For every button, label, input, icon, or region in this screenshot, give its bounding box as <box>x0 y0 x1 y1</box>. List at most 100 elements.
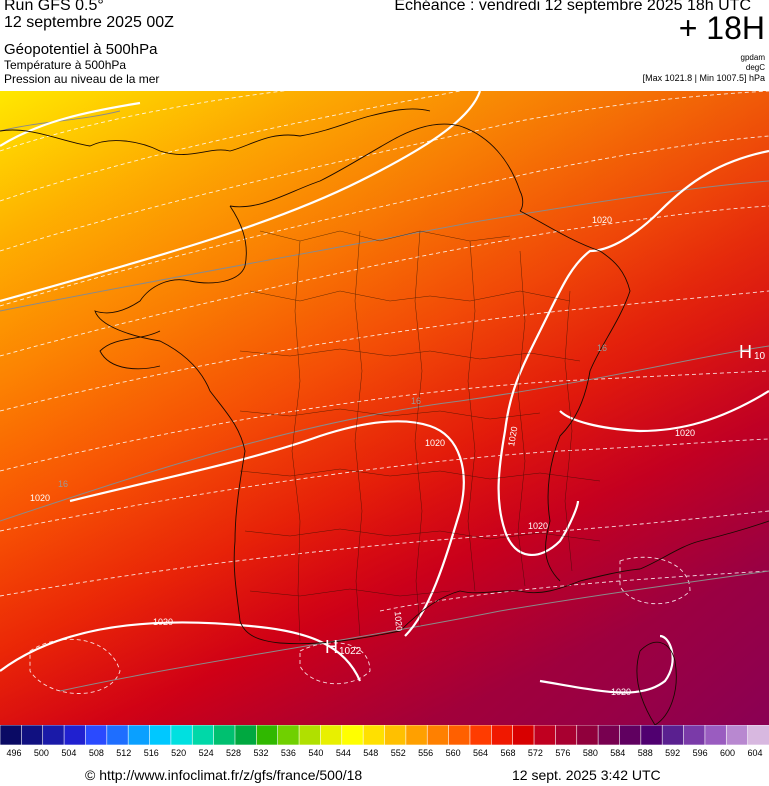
color-swatch <box>725 725 749 745</box>
unit-temperature: degC <box>745 63 765 72</box>
color-swatch <box>213 725 236 745</box>
color-swatch <box>469 725 493 745</box>
pressure-min-max: [Max 1021.8 | Min 1007.5] hPa <box>642 73 765 83</box>
color-scale-labels: 496 500 504 508 512 516 520 524 528 532 536 540 544 5… <box>0 748 769 762</box>
color-scale-label: 496 <box>6 748 22 758</box>
isotherm-label: 16 <box>597 343 607 353</box>
unit-geopotential: gpdam <box>740 53 765 62</box>
color-swatch <box>149 725 172 745</box>
color-swatch <box>256 725 279 745</box>
isobar-label: 1020 <box>592 215 612 225</box>
color-swatch <box>448 725 471 745</box>
color-scale-label: 508 <box>88 748 104 758</box>
high-value: 10 <box>754 351 766 362</box>
color-scale-label: 548 <box>363 748 379 758</box>
isobar-label: 1020 <box>153 617 173 627</box>
color-swatch <box>704 725 728 745</box>
run-date: 12 septembre 2025 00Z <box>4 14 174 31</box>
color-swatch <box>234 725 258 745</box>
color-swatch <box>426 725 450 745</box>
generation-timestamp: 12 sept. 2025 3:42 UTC <box>512 767 661 783</box>
color-swatch <box>491 725 514 745</box>
field-temperature: Température à 500hPa <box>4 58 127 72</box>
color-swatch <box>555 725 578 745</box>
high-letter: H <box>739 342 752 362</box>
color-scale-label: 516 <box>143 748 159 758</box>
color-swatch <box>277 725 300 745</box>
isobar-label: 1020 <box>675 428 695 438</box>
color-swatch <box>683 725 706 745</box>
color-scale-label: 552 <box>390 748 406 758</box>
color-scale-label: 600 <box>720 748 736 758</box>
color-scale-label: 576 <box>555 748 571 758</box>
color-scale-label: 520 <box>171 748 187 758</box>
echeance-label: Echéance : vendredi 12 septembre 2025 18… <box>394 0 751 14</box>
color-swatch <box>405 725 429 745</box>
color-swatch <box>619 725 642 745</box>
source-url: © http://www.infoclimat.fr/z/gfs/france/… <box>85 767 363 783</box>
high-pressure-center: H 1022 <box>325 637 362 657</box>
color-scale-label: 540 <box>308 748 324 758</box>
color-swatch <box>106 725 129 745</box>
color-swatch <box>298 725 322 745</box>
color-scale-label: 564 <box>473 748 489 758</box>
isotherm-labels: 16 16 16 <box>58 343 607 489</box>
isobar-label: 1020 <box>506 426 519 447</box>
color-swatch <box>42 725 65 745</box>
isotherm-label: 16 <box>58 479 68 489</box>
color-scale-label: 512 <box>116 748 132 758</box>
color-swatch <box>320 725 343 745</box>
color-scale-label: 524 <box>198 748 214 758</box>
color-swatch <box>362 725 386 745</box>
color-scale-label: 592 <box>665 748 681 758</box>
color-scale-label: 568 <box>500 748 516 758</box>
high-pressure-center: H 10 <box>739 342 766 362</box>
isobar-label: 1020 <box>30 493 50 503</box>
color-swatch <box>63 725 87 745</box>
color-scale-label: 588 <box>637 748 653 758</box>
color-swatch <box>191 725 215 745</box>
color-swatch <box>85 725 108 745</box>
color-scale <box>0 725 769 745</box>
high-value: 1022 <box>339 646 362 657</box>
coastline <box>0 108 769 725</box>
temperature-field-overlay <box>0 91 769 725</box>
color-swatch <box>21 725 44 745</box>
color-scale-label: 584 <box>610 748 626 758</box>
forecast-map: 1020 1020 1020 1020 1020 1020 1020 1020 … <box>0 91 769 725</box>
color-scale-label: 544 <box>335 748 351 758</box>
color-swatch <box>384 725 407 745</box>
isobar-label: 1020 <box>611 687 631 697</box>
color-swatch <box>533 725 557 745</box>
color-scale-label: 532 <box>253 748 269 758</box>
run-title: Run GFS 0.5° <box>4 0 104 14</box>
color-swatch <box>341 725 364 745</box>
color-swatch <box>0 725 23 745</box>
color-scale-label: 604 <box>747 748 763 758</box>
color-swatch <box>640 725 663 745</box>
field-pressure: Pression au niveau de la mer <box>4 72 160 86</box>
color-swatch <box>747 725 769 745</box>
color-swatch <box>597 725 621 745</box>
isobar-label: 1020 <box>425 438 445 448</box>
color-swatch <box>127 725 151 745</box>
color-scale-label: 596 <box>692 748 708 758</box>
department-borders <box>239 230 601 642</box>
color-swatch <box>661 725 685 745</box>
isotherms <box>0 91 769 694</box>
isotherm-label: 16 <box>411 396 421 406</box>
color-scale-label: 500 <box>33 748 49 758</box>
color-scale-label: 504 <box>61 748 77 758</box>
forecast-hour: + 18H <box>678 10 765 46</box>
isobar-label: 1020 <box>528 521 548 531</box>
color-scale-label: 528 <box>226 748 242 758</box>
color-scale-label: 556 <box>418 748 434 758</box>
color-swatch <box>576 725 599 745</box>
color-scale-label: 572 <box>527 748 543 758</box>
color-swatch <box>512 725 535 745</box>
color-scale-label: 560 <box>445 748 461 758</box>
color-swatch <box>170 725 194 745</box>
color-scale-label: 580 <box>582 748 598 758</box>
color-scale-label: 536 <box>280 748 296 758</box>
field-geopotential: Géopotentiel à 500hPa <box>4 41 158 58</box>
